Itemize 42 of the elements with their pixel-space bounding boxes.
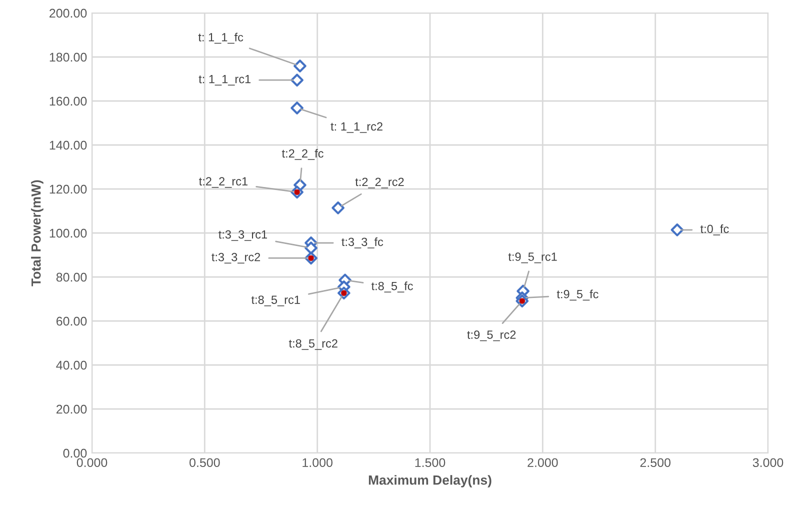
x-axis-title: Maximum Delay(ns) <box>368 475 492 488</box>
annotation: t:0_fc <box>700 224 729 236</box>
annotation: t: 1_1_rc1 <box>198 75 251 86</box>
y-tick-label: 40.00 <box>56 360 87 370</box>
point <box>290 74 304 87</box>
y-tick-label: 20.00 <box>56 404 87 414</box>
annotation: t:9_5_rc2 <box>467 330 516 342</box>
annotation: t:2_2_rc1 <box>199 177 248 188</box>
annotation: t:3_3_fc <box>342 237 384 248</box>
point <box>294 60 306 72</box>
y-tick-label: 0.00 <box>63 448 87 458</box>
x-tick-label: 2.500 <box>640 458 670 468</box>
x-tick-label: 1.500 <box>415 458 446 468</box>
annotation: t:3_3_rc1 <box>218 230 268 241</box>
x-tick-label: 1.000 <box>302 458 332 468</box>
point <box>332 201 344 214</box>
y-tick-label: 120.00 <box>50 184 87 194</box>
annotation: t:8_5_rc2 <box>288 339 338 350</box>
annotation: t: 1_1_rc2 <box>330 122 382 133</box>
y-tick-label: 140.00 <box>50 140 87 150</box>
y-tick-label: 200.00 <box>50 8 87 18</box>
annotation: t: 1_1_fc <box>198 32 244 44</box>
point <box>670 223 684 236</box>
annotation: t:8_5_rc1 <box>251 296 300 306</box>
point <box>304 242 318 254</box>
y-axis-title: Total Power(mW) <box>31 180 44 286</box>
y-tick-label: 160.00 <box>50 96 87 106</box>
annotation: t:2_2_rc2 <box>355 178 404 188</box>
y-tick-label: 80.00 <box>56 272 87 282</box>
annotation: t:2_2_fc <box>282 148 324 160</box>
point <box>290 102 304 114</box>
x-tick-label: 0.500 <box>190 458 220 468</box>
annotation: t:9_5_fc <box>556 290 598 301</box>
y-tick-label: 60.00 <box>56 316 87 326</box>
annotation: t:8_5_fc <box>371 282 413 292</box>
x-tick-label: 2.000 <box>528 458 558 468</box>
annotation: t:9_5_rc1 <box>508 252 557 264</box>
y-tick-label: 180.00 <box>50 52 87 62</box>
y-tick-label: 100.00 <box>50 228 87 238</box>
x-tick-label: 0.000 <box>76 458 108 468</box>
annotation: t:3_3_rc2 <box>212 252 260 264</box>
x-tick-label: 3.000 <box>752 458 784 468</box>
